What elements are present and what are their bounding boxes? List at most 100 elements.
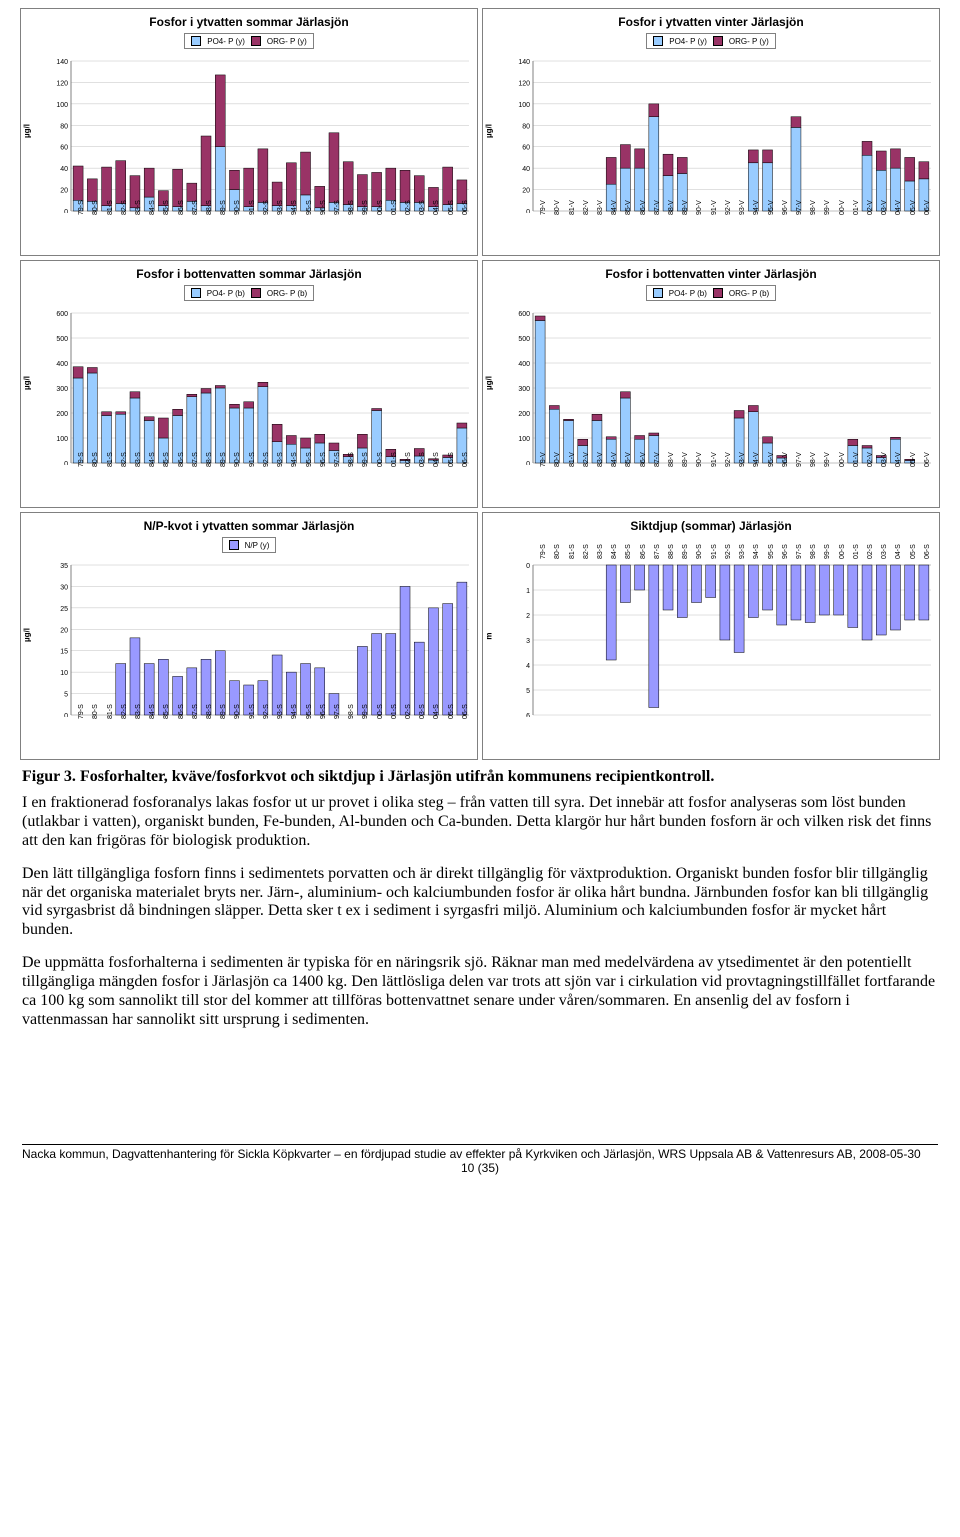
x-tick-label: 00-V <box>839 452 846 467</box>
x-tick-label: 01-V <box>853 452 860 467</box>
x-tick-label: 99-V <box>824 452 831 467</box>
x-tick-label: 99-S <box>824 544 831 559</box>
svg-text:600: 600 <box>56 311 68 318</box>
caption-prefix: Figur 3. <box>22 768 80 785</box>
x-axis-labels: 79-V80-V81-V82-V83-V84-V85-V86-V87-V88-V… <box>533 213 931 253</box>
x-tick-label: 81-S <box>107 452 114 467</box>
x-tick-label: 92-S <box>263 200 270 215</box>
x-tick-label: 93-S <box>739 544 746 559</box>
svg-text:20: 20 <box>60 627 68 634</box>
x-axis-labels: 79-S80-S81-S82-S83-S84-S85-S86-S87-S88-S… <box>71 213 469 253</box>
legend-swatch <box>251 36 261 46</box>
legend-label: PO4- P (y) <box>207 37 245 46</box>
svg-text:35: 35 <box>60 563 68 570</box>
x-tick-label: 94-S <box>291 452 298 467</box>
svg-text:60: 60 <box>60 145 68 152</box>
figure-grid: Fosfor i ytvatten sommar JärlasjönPO4- P… <box>0 0 960 764</box>
x-tick-label: 83-S <box>597 544 604 559</box>
x-tick-label: 98-S <box>810 544 817 559</box>
chart-svg: 020406080100120140 <box>49 59 471 213</box>
legend-label: ORG- P (y) <box>267 37 307 46</box>
chart-title: Fosfor i ytvatten vinter Järlasjön <box>487 15 935 29</box>
x-tick-label: 84-S <box>611 544 618 559</box>
chart-plot: 02040608010012014079-V80-V81-V82-V83-V84… <box>511 59 933 213</box>
chart-p2: Fosfor i ytvatten vinter Järlasjön PO4- P… <box>482 8 940 256</box>
x-tick-label: 90-V <box>696 200 703 215</box>
x-tick-label: 79-V <box>540 200 547 215</box>
svg-text:600: 600 <box>518 311 530 318</box>
x-tick-label: 83-V <box>597 200 604 215</box>
x-tick-label: 90-S <box>234 452 241 467</box>
x-tick-label: 04-S <box>433 452 440 467</box>
x-tick-label: 84-S <box>149 200 156 215</box>
x-tick-label: 02-S <box>405 452 412 467</box>
x-tick-label: 06-S <box>924 544 931 559</box>
x-tick-label: 81-V <box>569 452 576 467</box>
x-tick-label: 94-S <box>753 544 760 559</box>
chart-svg: 05101520253035 <box>49 563 471 717</box>
x-tick-label: 79-S <box>78 704 85 719</box>
x-tick-label: 01-S <box>853 544 860 559</box>
svg-text:40: 40 <box>60 166 68 173</box>
svg-text:5: 5 <box>64 692 68 699</box>
svg-text:2: 2 <box>526 613 530 620</box>
x-tick-label: 81-S <box>107 704 114 719</box>
x-tick-label: 87-S <box>654 544 661 559</box>
x-tick-label: 91-V <box>711 452 718 467</box>
x-tick-label: 86-V <box>640 200 647 215</box>
x-tick-label: 87-S <box>192 704 199 719</box>
x-tick-label: 83-S <box>135 200 142 215</box>
legend-label: ORG- P (b) <box>267 289 307 298</box>
chart-legend: PO4- P (b)ORG- P (b) <box>646 285 776 301</box>
svg-text:10: 10 <box>60 670 68 677</box>
chart-p4: Fosfor i bottenvatten vinter Järlasjön PO… <box>482 260 940 508</box>
chart-plot: 012345679-S80-S81-S82-S83-S84-S85-S86-S8… <box>511 563 933 717</box>
x-tick-label: 92-V <box>725 200 732 215</box>
x-tick-label: 85-V <box>625 200 632 215</box>
chart-p1: Fosfor i ytvatten sommar JärlasjönPO4- P… <box>20 8 478 256</box>
x-tick-label: 04-V <box>895 200 902 215</box>
x-tick-label: 03-S <box>881 544 888 559</box>
x-tick-label: 94-S <box>291 200 298 215</box>
svg-text:40: 40 <box>522 166 530 173</box>
x-tick-label: 97-S <box>334 200 341 215</box>
x-axis-labels: 79-S80-S81-S82-S83-S84-S85-S86-S87-S88-S… <box>71 465 469 505</box>
x-tick-label: 88-S <box>668 544 675 559</box>
legend-label: PO4- P (b) <box>207 289 245 298</box>
x-tick-label: 79-S <box>78 452 85 467</box>
svg-text:6: 6 <box>526 713 530 717</box>
x-tick-label: 91-V <box>711 200 718 215</box>
x-tick-label: 98-S <box>348 704 355 719</box>
x-tick-label: 00-S <box>377 704 384 719</box>
svg-text:100: 100 <box>56 102 68 109</box>
x-tick-label: 80-S <box>92 704 99 719</box>
svg-text:5: 5 <box>526 688 530 695</box>
svg-text:100: 100 <box>518 102 530 109</box>
page-number: 10 (35) <box>22 1161 938 1175</box>
svg-text:120: 120 <box>518 80 530 87</box>
y-axis-label: µg/l <box>485 126 494 138</box>
x-tick-label: 85-S <box>163 704 170 719</box>
x-tick-label: 88-V <box>668 452 675 467</box>
caption-body: Fosforhalter, kväve/fosforkvot och siktd… <box>80 768 714 785</box>
x-tick-label: 93-S <box>277 200 284 215</box>
x-tick-label: 99-S <box>362 200 369 215</box>
svg-text:300: 300 <box>56 386 68 393</box>
x-tick-label: 01-S <box>391 704 398 719</box>
x-tick-label: 97-S <box>334 704 341 719</box>
para-3: De uppmätta fosforhalterna i sedimenten … <box>22 954 938 1030</box>
x-tick-label: 97-V <box>796 452 803 467</box>
x-tick-label: 95-V <box>768 200 775 215</box>
x-tick-label: 80-S <box>92 452 99 467</box>
x-tick-label: 98-S <box>348 452 355 467</box>
legend-label: PO4- P (y) <box>669 37 707 46</box>
x-tick-label: 96-S <box>320 704 327 719</box>
x-tick-label: 99-V <box>824 200 831 215</box>
svg-text:500: 500 <box>518 336 530 343</box>
x-tick-label: 05-V <box>910 200 917 215</box>
svg-text:300: 300 <box>518 386 530 393</box>
x-tick-label: 99-S <box>362 452 369 467</box>
x-tick-label: 94-V <box>753 200 760 215</box>
chart-title: Fosfor i bottenvatten vinter Järlasjön <box>487 267 935 281</box>
svg-text:400: 400 <box>56 361 68 368</box>
